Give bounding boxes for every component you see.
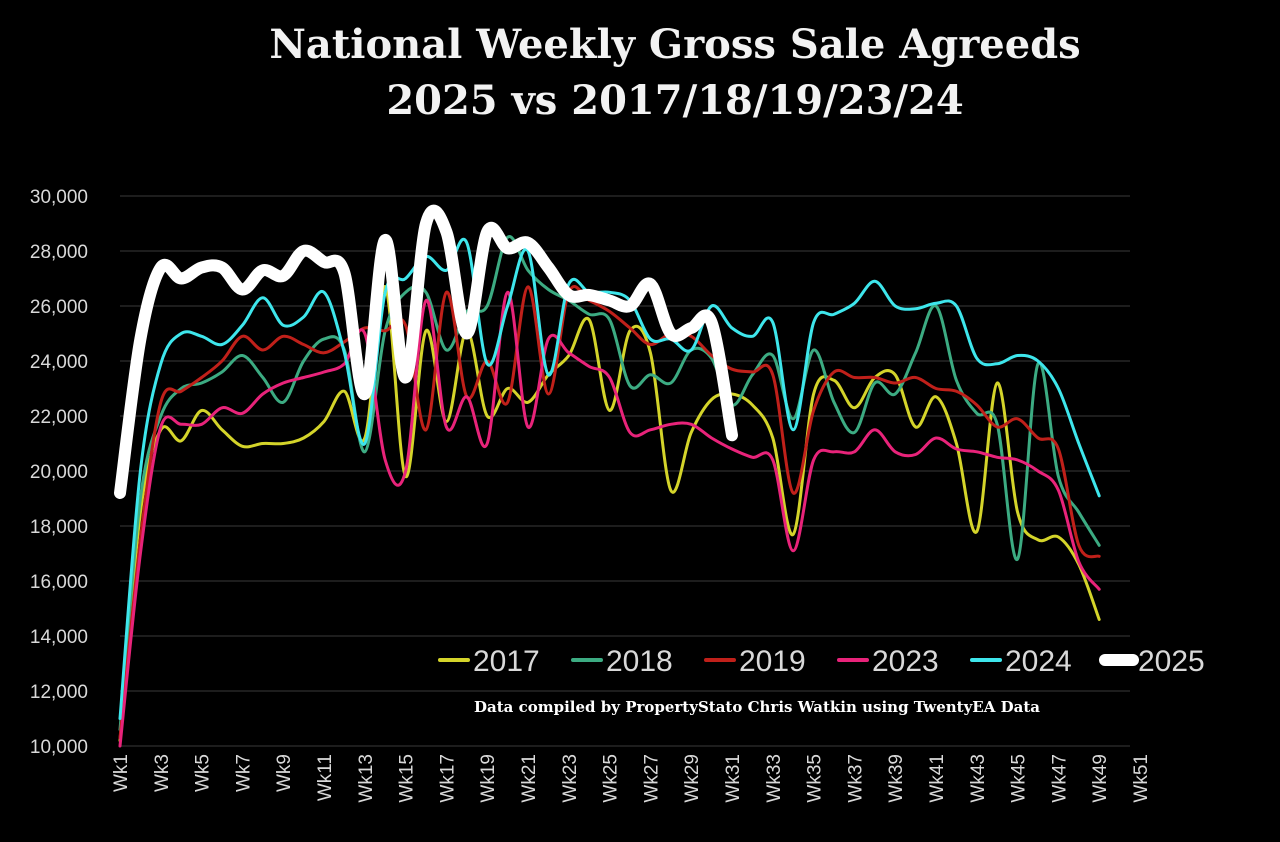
y-tick-label: 12,000 [30,682,88,703]
x-axis-tick-labels: Wk1 Wk3 Wk5 Wk7 Wk9 Wk11 Wk13 Wk15 Wk17 Wk19 Wk21 W… [111,754,1152,803]
x-tick-label: Wk9 [274,754,295,792]
y-tick-label: 10,000 [30,737,88,758]
x-tick-label: Wk49 [1090,754,1111,803]
x-tick-label: Wk25 [601,754,622,803]
x-tick-label: Wk37 [845,754,866,803]
y-axis-tick-labels: 10,000 12,000 14,000 16,000 18,000 20,000 22,0… [30,187,88,758]
x-tick-label: Wk45 [1009,754,1030,803]
chart-title-line-1: National Weekly Gross Sale Agreeds [269,21,1080,68]
x-tick-label: Wk7 [233,754,254,792]
y-tick-label: 16,000 [30,572,88,593]
chart-title-line-2: 2025 vs 2017/18/19/23/24 [386,77,963,124]
x-tick-label: Wk21 [519,754,540,803]
legend-label-2017: 2017 [473,645,540,678]
x-tick-label: Wk29 [682,754,703,803]
y-tick-label: 20,000 [30,462,88,483]
legend-label-2024: 2024 [1005,645,1072,678]
y-tick-label: 26,000 [30,297,88,318]
series-line-2017 [118,285,1101,742]
x-tick-label: Wk3 [152,754,173,792]
legend-label-2025: 2025 [1138,645,1205,678]
gridlines [120,195,1130,747]
series-lines [114,204,1101,748]
y-tick-label: 22,000 [30,407,88,428]
x-tick-label: Wk43 [968,754,989,803]
x-tick-label: Wk15 [397,754,418,803]
x-tick-label: Wk1 [111,754,132,792]
legend-label-2019: 2019 [739,645,806,678]
x-tick-label: Wk17 [437,754,458,803]
x-tick-label: Wk51 [1131,754,1152,803]
y-tick-label: 18,000 [30,517,88,538]
x-tick-label: Wk27 [641,754,662,803]
x-tick-label: Wk47 [1049,754,1070,803]
legend-label-2018: 2018 [606,645,673,678]
x-tick-label: Wk13 [356,754,377,803]
series-line-2023 [118,290,1101,748]
series-line-2025 [114,204,738,499]
legend: 2017 2018 2019 2023 2024 2025 [438,645,1205,678]
legend-label-2023: 2023 [872,645,939,678]
data-credit: Data compiled by PropertyStato Chris Wat… [474,698,1040,716]
y-tick-label: 28,000 [30,242,88,263]
x-tick-label: Wk11 [315,754,336,801]
y-tick-label: 24,000 [30,352,88,373]
series-line-2018 [118,235,1101,731]
x-tick-label: Wk19 [478,754,499,803]
x-tick-label: Wk41 [927,754,948,803]
x-tick-label: Wk39 [886,754,907,803]
x-tick-label: Wk33 [764,754,785,803]
series-line-2024 [118,238,1101,720]
y-tick-label: 14,000 [30,627,88,648]
x-tick-label: Wk31 [723,754,744,803]
x-tick-label: Wk5 [193,754,214,792]
y-tick-label: 30,000 [30,187,88,208]
x-tick-label: Wk23 [560,754,581,803]
x-tick-label: Wk35 [805,754,826,803]
